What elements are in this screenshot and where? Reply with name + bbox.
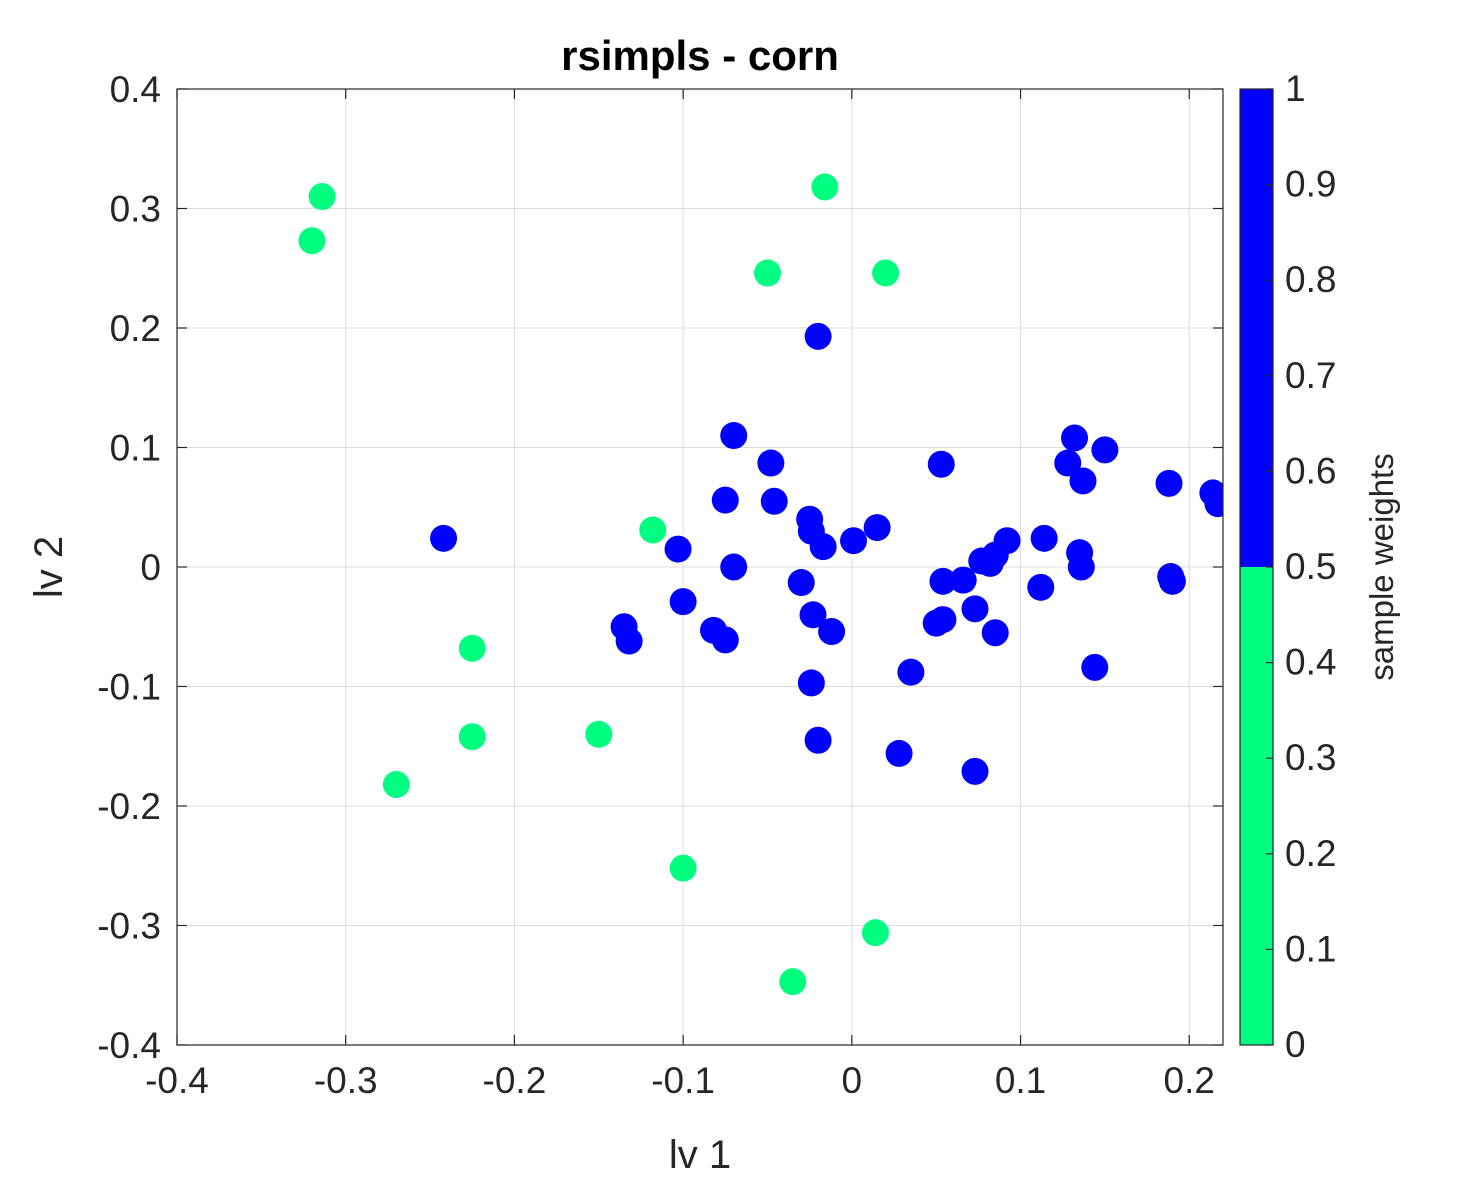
data-points	[298, 173, 1223, 996]
data-point-weight-low	[779, 968, 807, 996]
y-tick-label: 0.4	[110, 69, 161, 110]
data-point-weight-high	[711, 626, 739, 654]
data-point-weight-high	[885, 739, 913, 767]
y-axis-label: lv 2	[27, 536, 71, 598]
y-tick-label: -0.4	[97, 1025, 161, 1066]
data-point-weight-high	[981, 619, 1009, 647]
data-point-weight-low	[639, 516, 667, 544]
data-point-weight-high	[927, 450, 955, 478]
data-point-weight-high	[1158, 567, 1186, 595]
y-tick-label: -0.1	[97, 667, 161, 708]
y-tick-label: 0.1	[110, 428, 161, 469]
colorbar-label: sample weights	[1363, 453, 1400, 680]
data-point-weight-high	[929, 606, 957, 634]
data-point-weight-high	[961, 595, 989, 623]
data-point-weight-low	[669, 854, 697, 882]
data-point-weight-low	[872, 259, 900, 287]
x-tick-label: 0.2	[1164, 1060, 1215, 1101]
colorbar-tick-label: 0.8	[1285, 259, 1336, 300]
y-tick-labels: -0.4 -0.3 -0.2 -0.1 0 0.1 0.2 0.3 0.4	[97, 69, 161, 1066]
y-tick-label: 0.3	[110, 189, 161, 230]
data-point-weight-low	[861, 919, 889, 947]
data-point-weight-low	[458, 634, 486, 662]
colorbar-tick-label: 0.3	[1285, 737, 1336, 778]
data-point-weight-high	[615, 627, 643, 655]
colorbar-tick-label: 1	[1285, 68, 1306, 109]
data-point-weight-high	[797, 669, 825, 697]
y-tick-label: -0.2	[97, 786, 161, 827]
data-point-weight-high	[1067, 553, 1095, 581]
data-point-weight-low	[298, 227, 326, 255]
y-tick-label: 0	[140, 547, 161, 588]
x-tick-label: -0.4	[145, 1060, 209, 1101]
colorbar-tick-label: 0.1	[1285, 928, 1336, 969]
colorbar-segment	[1240, 567, 1273, 1045]
data-point-weight-high	[760, 487, 788, 515]
data-point-weight-high	[1204, 490, 1223, 518]
x-tick-label: -0.3	[314, 1060, 378, 1101]
colorbar-tick-label: 0.5	[1285, 546, 1336, 587]
y-tick-label: -0.3	[97, 906, 161, 947]
data-point-weight-low	[811, 173, 839, 201]
data-point-weight-low	[585, 720, 613, 748]
colorbar-tick-label: 0.9	[1285, 164, 1336, 205]
x-tick-label: 0.1	[995, 1060, 1046, 1101]
data-point-weight-high	[799, 601, 827, 629]
colorbar-tick-label: 0.2	[1285, 833, 1336, 874]
data-point-weight-low	[753, 259, 781, 287]
data-point-weight-high	[1069, 467, 1097, 495]
data-point-weight-high	[897, 658, 925, 686]
data-point-weight-high	[711, 486, 739, 514]
data-point-weight-high	[818, 618, 846, 646]
data-point-weight-high	[1027, 573, 1055, 601]
data-point-weight-low	[458, 723, 486, 751]
data-point-weight-high	[863, 514, 891, 542]
data-point-weight-low	[382, 770, 410, 798]
data-point-weight-high	[720, 553, 748, 581]
data-point-weight-high	[669, 588, 697, 616]
data-point-weight-high	[1091, 436, 1119, 464]
x-axis-label: lv 1	[669, 1133, 731, 1177]
data-point-weight-high	[430, 524, 458, 552]
x-tick-label: -0.2	[483, 1060, 547, 1101]
data-point-weight-high	[961, 757, 989, 785]
data-point-weight-high	[1061, 424, 1089, 452]
data-point-weight-high	[993, 527, 1021, 555]
data-point-weight-high	[1081, 653, 1109, 681]
data-point-weight-high	[720, 422, 748, 450]
colorbar-tick-label: 0.7	[1285, 355, 1336, 396]
data-point-weight-high	[809, 533, 837, 561]
data-point-weight-high	[1054, 449, 1082, 477]
grid-lines	[177, 89, 1223, 1045]
data-point-weight-high	[757, 449, 785, 477]
data-point-weight-high	[804, 322, 832, 350]
x-tick-labels: -0.4 -0.3 -0.2 -0.1 0 0.1 0.2	[145, 1060, 1215, 1101]
chart-title: rsimpls - corn	[561, 32, 839, 79]
data-point-weight-high	[787, 569, 815, 597]
colorbar-segment	[1240, 89, 1273, 567]
data-point-weight-high	[949, 566, 977, 594]
colorbar-tick-labels: 0 0.1 0.2 0.3 0.4 0.5 0.6 0.7 0.8 0.9 1	[1285, 68, 1336, 1065]
colorbar-tick-label: 0.6	[1285, 450, 1336, 491]
x-tick-label: 0	[842, 1060, 863, 1101]
data-point-weight-high	[929, 567, 957, 595]
data-point-weight-high	[1030, 524, 1058, 552]
colorbar-tick-label: 0.4	[1285, 642, 1336, 683]
data-point-weight-high	[1155, 469, 1183, 497]
axis-ticks	[176, 88, 1223, 1046]
data-point-weight-high	[840, 527, 868, 555]
colorbar	[1239, 88, 1274, 1046]
data-point-weight-high	[664, 535, 692, 563]
y-tick-label: 0.2	[110, 308, 161, 349]
colorbar-tick-label: 0	[1285, 1024, 1306, 1065]
x-tick-label: -0.1	[651, 1060, 715, 1101]
data-point-weight-high	[804, 726, 832, 754]
data-point-weight-low	[308, 183, 336, 211]
